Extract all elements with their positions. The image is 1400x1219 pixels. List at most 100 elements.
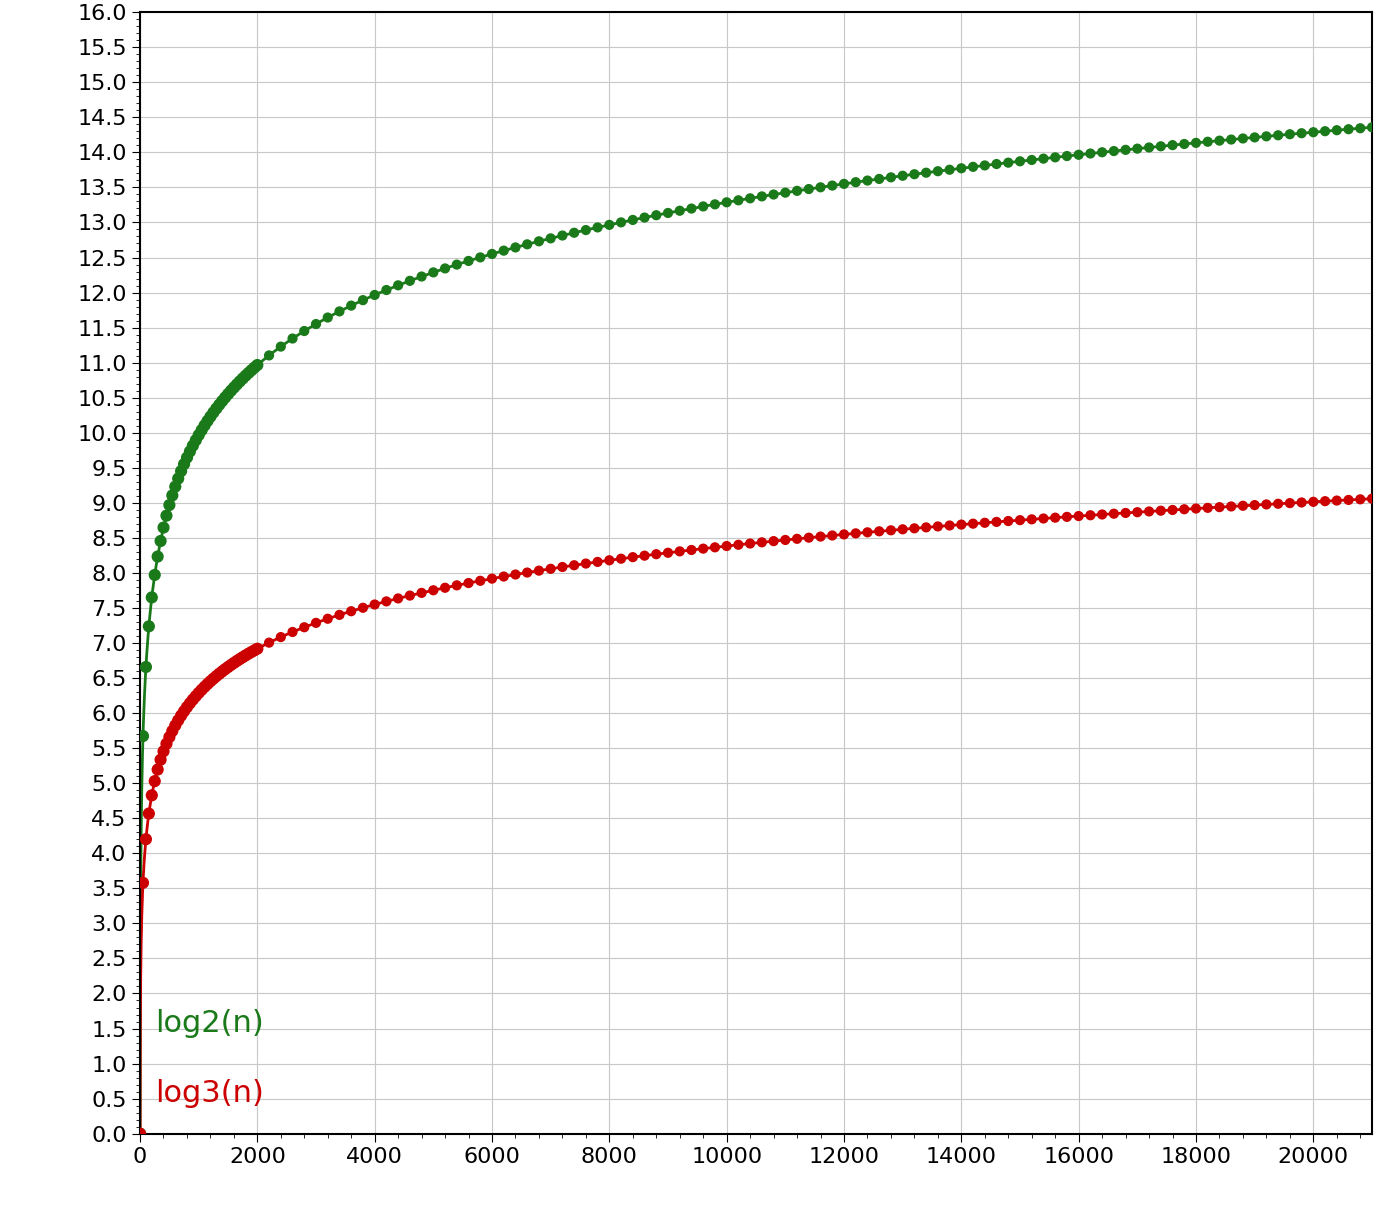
Point [434,258,456,278]
Point [610,212,633,232]
Point [214,659,237,679]
Point [375,280,398,300]
Point [410,583,433,602]
Point [238,644,260,663]
Point [528,232,550,251]
Point [962,514,984,534]
Point [552,226,574,245]
Point [868,169,890,189]
Point [1361,117,1383,137]
Point [610,549,633,568]
Point [1232,496,1254,516]
Point [951,514,973,534]
Point [161,485,183,505]
Point [434,578,456,597]
Point [517,234,539,254]
Point [375,591,398,611]
Point [598,551,620,570]
Point [209,664,231,684]
Point [997,511,1019,530]
Point [669,201,692,221]
Point [223,653,245,673]
Point [973,156,995,176]
Point [704,538,727,557]
Point [445,255,468,274]
Point [305,315,328,334]
Point [528,561,550,580]
Point [1103,503,1126,523]
Point [305,613,328,633]
Point [1256,495,1278,514]
Point [986,155,1008,174]
Point [185,686,207,706]
Point [351,599,374,618]
Point [155,506,178,525]
Point [1219,129,1242,149]
Point [563,223,585,243]
Point [164,716,186,735]
Point [739,534,762,553]
Point [1126,139,1148,158]
Point [504,564,526,584]
Point [228,650,251,669]
Point [167,469,189,489]
Point [293,618,315,638]
Point [234,646,256,666]
Point [962,157,984,177]
Point [134,657,157,677]
Point [622,210,644,229]
Point [1091,505,1113,524]
Point [244,358,266,378]
Point [1009,511,1032,530]
Point [1056,146,1078,166]
Point [202,669,224,689]
Point [973,513,995,533]
Point [1326,491,1348,511]
Point [246,355,269,374]
Point [158,728,181,747]
Point [144,566,167,585]
Point [480,569,503,589]
Point [739,189,762,208]
Point [246,639,269,658]
Point [820,176,843,195]
Point [916,163,938,183]
Point [1326,121,1348,140]
Point [692,196,714,216]
Point [270,336,293,356]
Point [1243,495,1266,514]
Point [1184,133,1207,152]
Point [340,296,363,316]
Point [161,722,183,741]
Point [539,229,561,249]
Point [364,285,386,305]
Point [480,244,503,263]
Point [185,430,207,450]
Point [231,368,253,388]
Point [129,1124,151,1143]
Point [1267,126,1289,145]
Point [209,395,231,414]
Point [1067,145,1089,165]
Point [241,642,263,662]
Point [244,640,266,659]
Point [169,461,192,480]
Point [206,399,228,418]
Point [155,734,178,753]
Point [1256,127,1278,146]
Point [199,407,221,427]
Point [903,518,925,538]
Point [193,677,216,696]
Point [328,605,350,624]
Point [809,527,832,546]
Point [715,193,738,212]
Point [281,329,304,349]
Point [217,384,239,403]
Point [1313,122,1336,141]
Point [196,674,218,694]
Point [193,416,216,435]
Point [539,560,561,579]
Point [1302,122,1324,141]
Point [1208,497,1231,517]
Point [238,363,260,383]
